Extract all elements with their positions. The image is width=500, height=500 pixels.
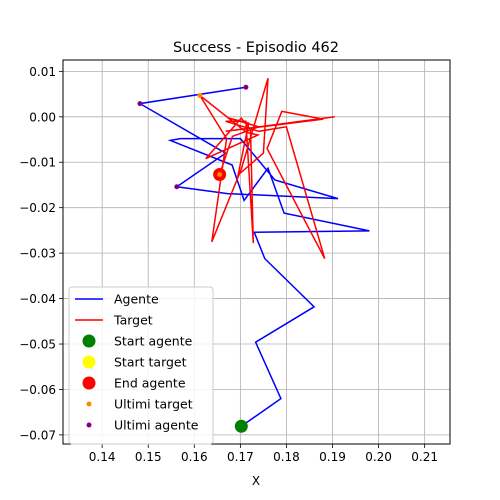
legend-label-start-target: Start target xyxy=(114,355,187,370)
y-tick-label: −0.04 xyxy=(19,292,56,306)
legend-label-ultimi-target: Ultimi target xyxy=(114,397,193,412)
x-tick-label: 0.14 xyxy=(89,450,116,464)
y-axis-ticks: 0.01 0.00 −0.01 −0.02 −0.03 −0.04 −0.05 −0.06 −0… xyxy=(19,65,63,442)
legend-label-agente: Agente xyxy=(114,292,159,307)
marker-ultimi-agente xyxy=(243,84,249,90)
legend-swatch-ultimi-agente xyxy=(86,422,92,428)
legend: Agente Target Start agente Start target End … xyxy=(68,286,214,445)
y-tick-label: −0.05 xyxy=(19,338,56,352)
legend-box xyxy=(68,286,214,445)
x-axis-label: X xyxy=(252,474,260,488)
y-tick-label: 0.01 xyxy=(29,65,56,79)
x-tick-label: 0.18 xyxy=(273,450,300,464)
legend-label-target: Target xyxy=(113,313,153,328)
marker-ultimi-agente xyxy=(137,101,143,107)
legend-swatch-start-target xyxy=(82,355,96,369)
legend-swatch-end-agente xyxy=(82,376,96,390)
y-tick-label: 0.00 xyxy=(29,110,56,124)
x-tick-label: 0.20 xyxy=(365,450,392,464)
marker-start-agente xyxy=(234,419,248,433)
y-tick-label: −0.02 xyxy=(19,201,56,215)
legend-label-end-agente: End agente xyxy=(114,376,186,391)
y-tick-label: −0.01 xyxy=(19,156,56,170)
legend-label-ultimi-agente: Ultimi agente xyxy=(114,418,199,433)
x-tick-label: 0.16 xyxy=(181,450,208,464)
marker-ultimi-target xyxy=(197,92,203,98)
marker-ultimi-target xyxy=(217,172,223,178)
legend-label-start-agente: Start agente xyxy=(114,334,193,349)
x-tick-label: 0.19 xyxy=(319,450,346,464)
legend-swatch-start-agente xyxy=(82,334,96,348)
x-tick-label: 0.15 xyxy=(135,450,162,464)
y-tick-label: −0.07 xyxy=(19,428,56,442)
series-line-target xyxy=(199,77,335,259)
plot-series xyxy=(137,77,370,433)
y-tick-label: −0.06 xyxy=(19,383,56,397)
plot-frame xyxy=(62,59,451,445)
series-line-agente xyxy=(137,86,370,427)
y-tick-label: −0.03 xyxy=(19,247,56,261)
legend-swatch-ultimi-target xyxy=(86,401,92,407)
x-axis-ticks: 0.14 0.15 0.16 0.17 0.18 0.19 0.20 0.21 xyxy=(89,444,438,464)
x-tick-label: 0.17 xyxy=(227,450,254,464)
marker-ultimi-agente xyxy=(174,184,180,190)
x-tick-label: 0.21 xyxy=(411,450,438,464)
chart-title: Success - Episodio 462 xyxy=(173,40,339,56)
